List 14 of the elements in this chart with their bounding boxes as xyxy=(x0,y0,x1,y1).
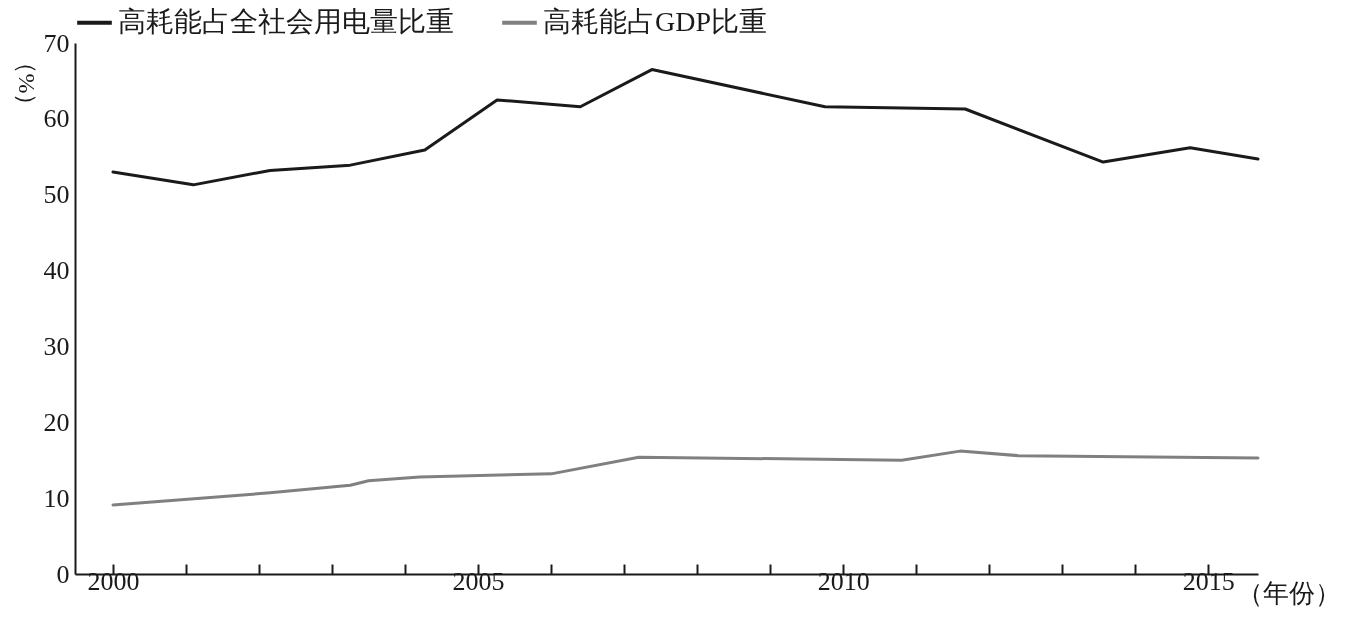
y-axis-title: （%） xyxy=(13,49,40,118)
y-tick-label: 10 xyxy=(43,483,70,513)
y-tick-label: 70 xyxy=(43,28,70,58)
line-series xyxy=(111,449,1260,507)
y-tick-label: 0 xyxy=(56,559,70,589)
x-axis-title: （年份） xyxy=(1236,578,1341,608)
line-series xyxy=(111,68,1260,187)
y-tick-label: 60 xyxy=(43,104,70,134)
legend-label: 高耗能占全社会用电量比重 xyxy=(118,5,454,37)
legend-label: 高耗能占GDP比重 xyxy=(543,5,768,37)
y-tick-label: 20 xyxy=(43,407,70,437)
y-tick-label: 30 xyxy=(43,331,70,361)
y-tick-label: 40 xyxy=(43,256,70,286)
y-tick-label: 50 xyxy=(43,180,70,210)
